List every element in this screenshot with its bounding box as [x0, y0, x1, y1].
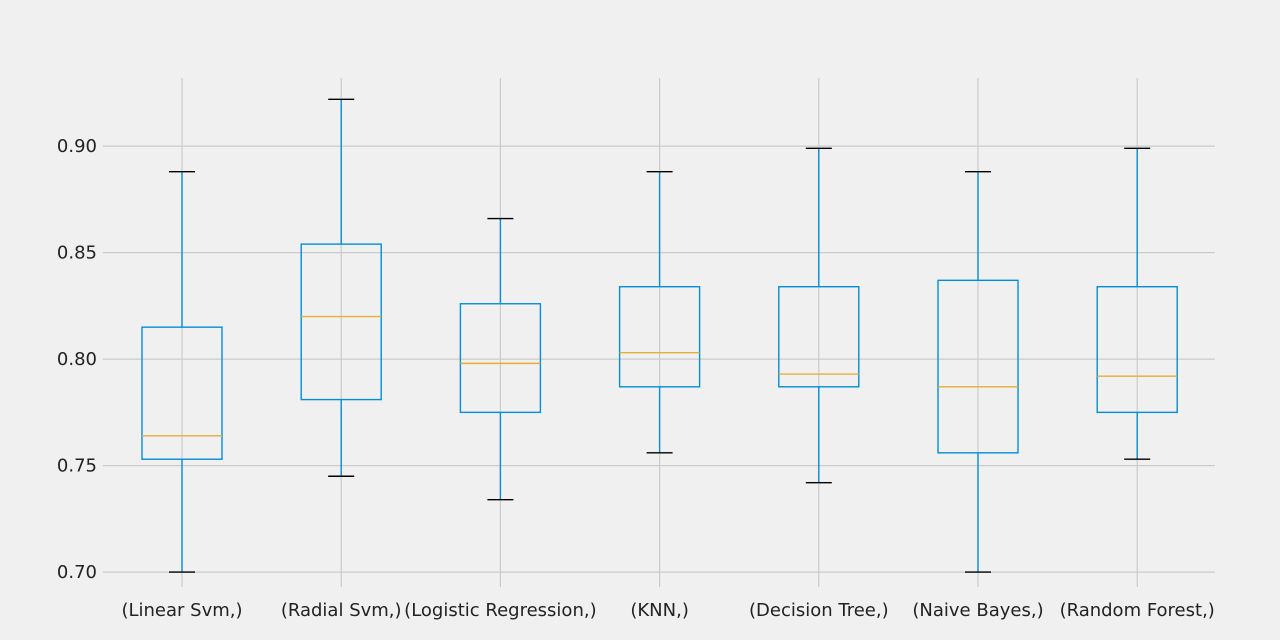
y-tick-label: 0.90 — [57, 136, 97, 157]
iqr-box — [141, 326, 223, 460]
box-layer — [141, 98, 1178, 573]
box-2 — [300, 98, 382, 477]
iqr-box — [1096, 286, 1178, 414]
box-5 — [778, 147, 860, 484]
iqr-box — [459, 303, 542, 414]
box-6 — [937, 171, 1019, 573]
x-tick-label: (KNN,) — [630, 600, 689, 621]
x-tick-label: (Decision Tree,) — [749, 600, 889, 621]
box-1 — [141, 171, 223, 573]
iqr-box — [618, 286, 701, 388]
box-4 — [618, 171, 701, 454]
y-tick-label: 0.75 — [57, 456, 97, 477]
label-layer: 0.70 0.75 0.80 0.85 0.90 (Linear Svm,) (Radial… — [57, 136, 1215, 621]
x-tick-label: (Random Forest,) — [1060, 600, 1215, 621]
x-tick-label: (Linear Svm,) — [121, 600, 242, 621]
iqr-box — [300, 243, 382, 401]
box-7 — [1096, 147, 1178, 460]
box-3 — [459, 217, 542, 501]
iqr-box — [778, 286, 860, 388]
x-tick-label: (Logistic Regression,) — [404, 600, 596, 621]
grid-layer — [103, 78, 1215, 587]
x-tick-label: (Naive Bayes,) — [912, 600, 1043, 621]
y-tick-label: 0.70 — [57, 562, 97, 583]
y-tick-label: 0.85 — [57, 243, 97, 264]
y-tick-label: 0.80 — [57, 349, 97, 370]
iqr-box — [937, 279, 1019, 454]
x-tick-label: (Radial Svm,) — [281, 600, 402, 621]
